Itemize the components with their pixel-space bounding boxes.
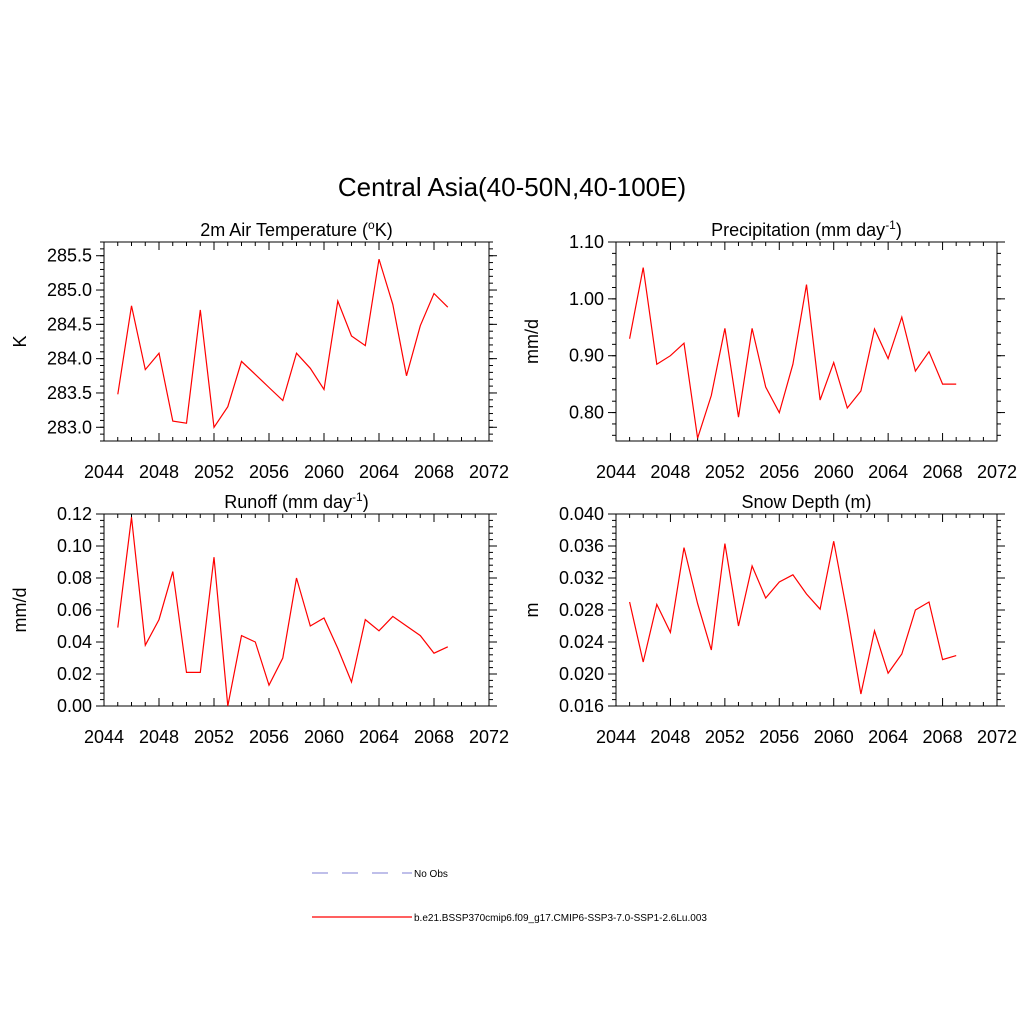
series-line-snow-depth [629,541,957,695]
y-tick-label: 0.02 [57,664,92,684]
x-tick-label: 2064 [868,462,908,482]
y-axis-label: mm/d [522,319,542,364]
y-tick-label: 0.036 [559,536,604,556]
x-tick-label: 2052 [194,727,234,747]
panels: 2m Air Temperature (oK) K 2044 2048 2052 2056… [10,218,1017,747]
y-tick-label: 285.5 [47,246,92,266]
y-tick-label: 283.5 [47,383,92,403]
y-tick-label: 0.10 [57,536,92,556]
series-line-runoff [117,517,449,707]
y-tick-label: 284.5 [47,314,92,334]
panel-title: Runoff (mm day-1) [224,490,368,512]
y-tick-label: 0.00 [57,696,92,716]
x-tick-label: 2048 [139,462,179,482]
y-tick-label: 284.0 [47,349,92,369]
y-tick-label: 0.90 [569,346,604,366]
panel-runoff: Runoff (mm day-1) mm/d 2044 2048 2052 2056 206… [10,490,509,747]
x-tick-label: 2056 [249,727,289,747]
x-tick-label: 2068 [923,727,963,747]
x-tick-label: 2060 [814,462,854,482]
y-tick-label: 0.80 [569,403,604,423]
x-tick-label: 2072 [977,462,1017,482]
y-tick-label: 1.00 [569,289,604,309]
x-tick-label: 2044 [84,727,124,747]
x-tick-label: 2060 [304,727,344,747]
x-tick-label: 2072 [977,727,1017,747]
x-tick-label: 2056 [249,462,289,482]
y-tick-label: 0.04 [57,632,92,652]
panel-snow-depth: Snow Depth (m) m 2044 2048 2052 2056 2060 2064 2… [522,492,1017,747]
legend-label-model-run: b.e21.BSSP370cmip6.f09_g17.CMIP6-SSP3-7.… [414,913,707,924]
x-tick-label: 2044 [84,462,124,482]
plot-frame [615,241,998,442]
plot-frame [103,241,490,442]
x-tick-label: 2056 [759,462,799,482]
legend-label-no-obs: No Obs [414,869,448,880]
x-tick-label: 2072 [469,462,509,482]
x-tick-label: 2068 [414,727,454,747]
y-tick-label: 0.08 [57,568,92,588]
x-tick-label: 2068 [923,462,963,482]
panel-title: Snow Depth (m) [741,492,871,512]
series-line-temperature [117,259,449,429]
x-tick-label: 2060 [814,727,854,747]
plot-frame [615,513,998,707]
x-tick-label: 2048 [139,727,179,747]
y-tick-label: 0.024 [559,632,604,652]
x-tick-label: 2052 [705,727,745,747]
x-tick-label: 2044 [596,727,636,747]
x-tick-label: 2044 [596,462,636,482]
x-tick-label: 2056 [759,727,799,747]
y-tick-label: 0.032 [559,568,604,588]
panel-title: Precipitation (mm day-1) [711,218,902,240]
x-tick-label: 2052 [194,462,234,482]
y-tick-label: 0.020 [559,664,604,684]
y-tick-label: 1.10 [569,232,604,252]
y-tick-label: 0.016 [559,696,604,716]
x-tick-label: 2052 [705,462,745,482]
y-axis-label: mm/d [10,588,30,633]
x-tick-label: 2072 [469,727,509,747]
x-tick-label: 2068 [414,462,454,482]
y-tick-label: 0.040 [559,504,604,524]
legend: No Obs b.e21.BSSP370cmip6.f09_g17.CMIP6-… [312,869,707,924]
x-tick-label: 2048 [650,727,690,747]
y-tick-label: 285.0 [47,280,92,300]
panel-precipitation: Precipitation (mm day-1) mm/d 2044 2048 2052… [522,218,1017,482]
x-tick-label: 2064 [868,727,908,747]
panel-title: 2m Air Temperature (oK) [200,218,392,240]
x-tick-label: 2048 [650,462,690,482]
y-tick-label: 0.06 [57,600,92,620]
y-tick-label: 0.028 [559,600,604,620]
series-line-precipitation [629,267,957,439]
x-tick-label: 2064 [359,462,399,482]
y-tick-label: 283.0 [47,417,92,437]
y-tick-label: 0.12 [57,504,92,524]
x-tick-label: 2060 [304,462,344,482]
panel-temperature: 2m Air Temperature (oK) K 2044 2048 2052 2056… [10,218,509,482]
y-axis-label: K [10,335,30,347]
figure-title: Central Asia(40-50N,40-100E) [338,172,686,202]
x-tick-label: 2064 [359,727,399,747]
y-axis-label: m [522,603,542,618]
